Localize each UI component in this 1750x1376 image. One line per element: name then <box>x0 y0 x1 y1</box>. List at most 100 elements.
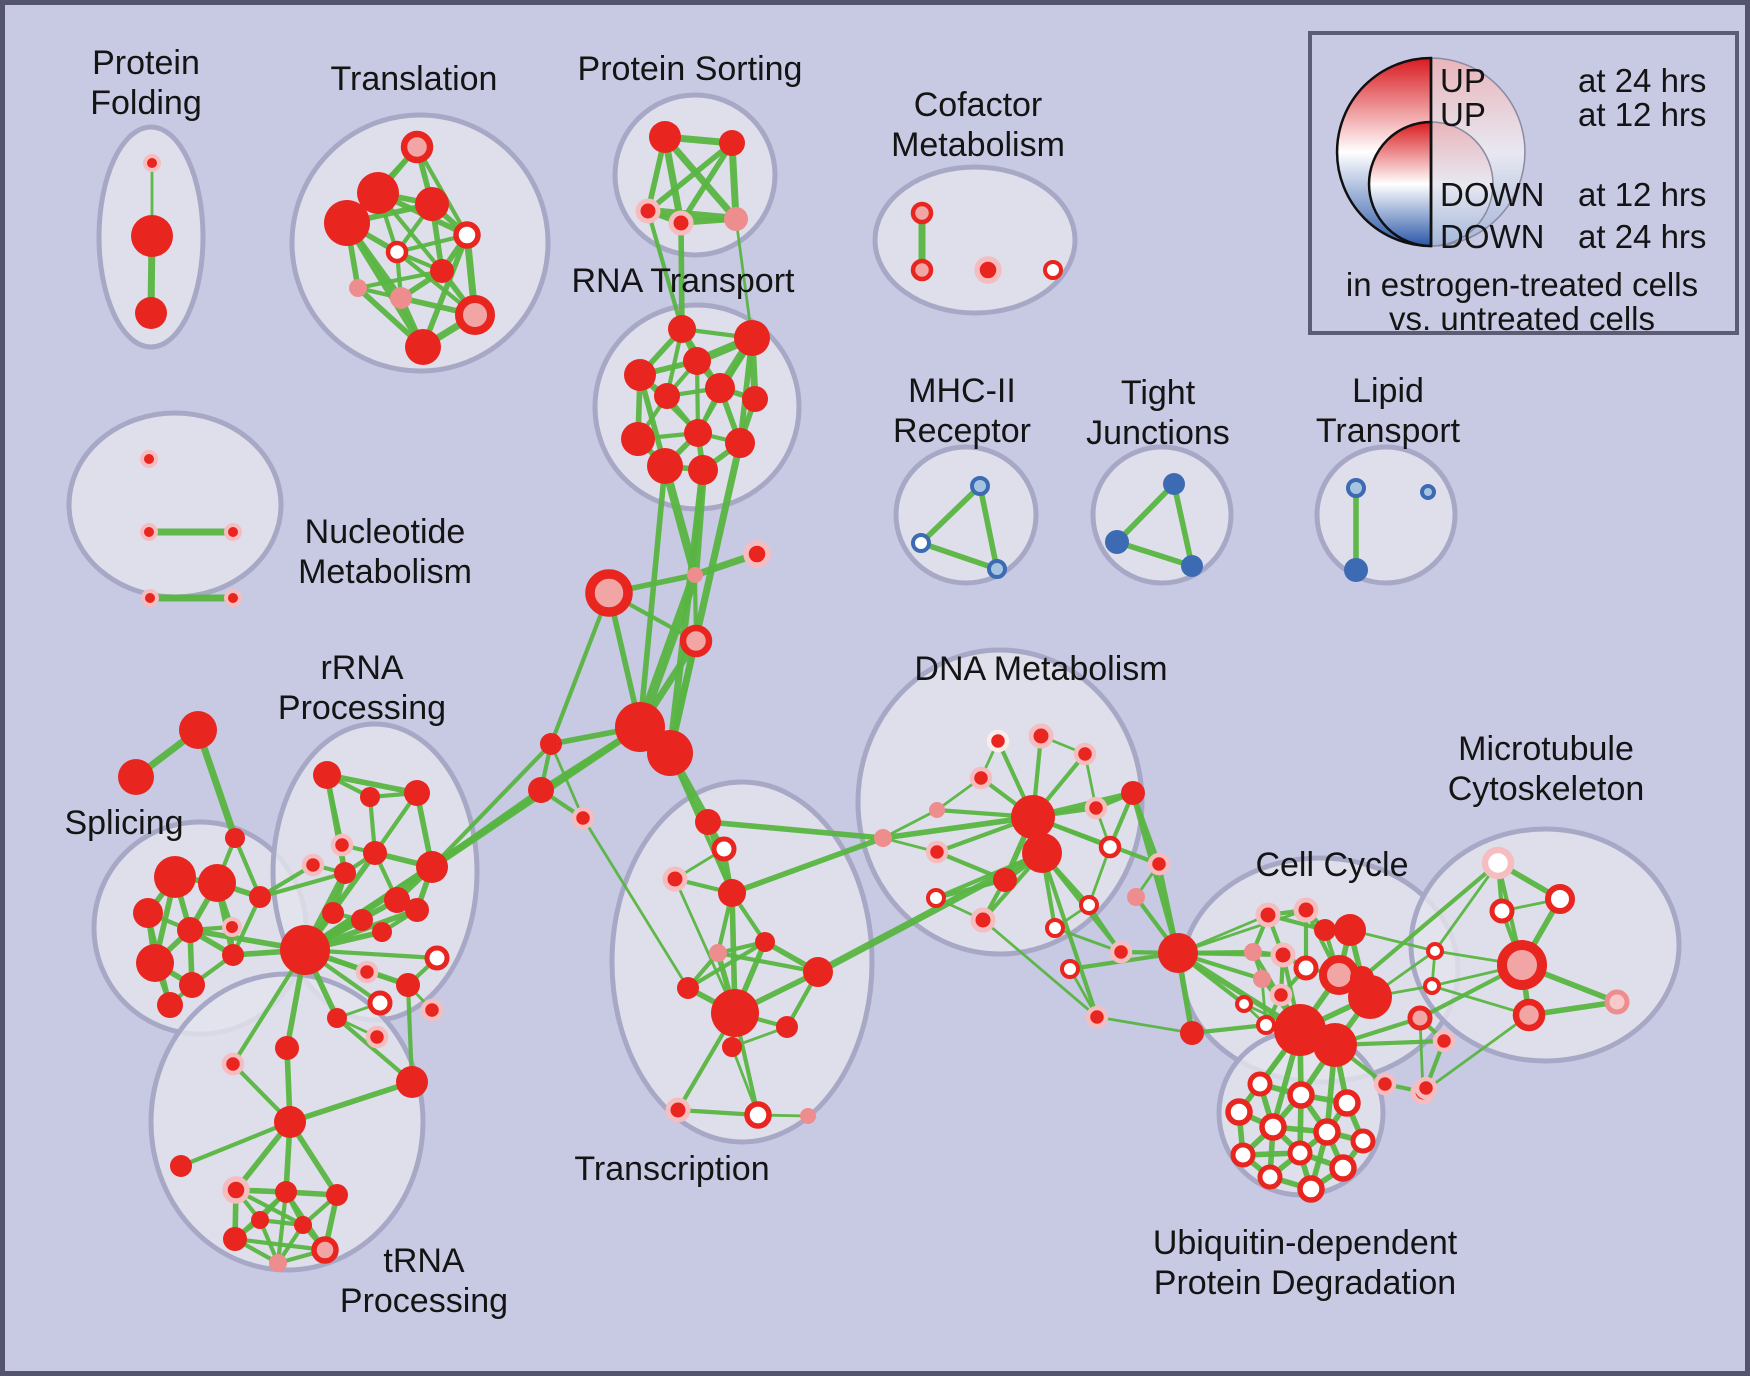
gene-node-tr6 <box>385 240 409 264</box>
gene-node-tr9 <box>390 287 412 309</box>
gene-node-mh2 <box>911 533 931 553</box>
nodes <box>118 121 1630 1272</box>
gene-node-mt10 <box>1432 1029 1456 1053</box>
edge <box>645 140 735 214</box>
gene-node-rr4 <box>330 833 354 857</box>
gene-node-pf2 <box>131 215 173 257</box>
gene-node-rt11 <box>647 448 683 484</box>
gene-node-cf1 <box>910 201 934 225</box>
edge <box>678 140 735 226</box>
cluster-label-cell-cycle: Cell Cycle <box>1255 846 1408 884</box>
cluster-label-tight-junctions: Tight <box>1121 374 1196 412</box>
edge <box>918 540 1000 572</box>
gene-node-dm11 <box>1084 796 1108 820</box>
gene-node-dm14 <box>926 888 946 908</box>
gene-node-rr12 <box>372 922 392 942</box>
edge <box>1430 984 1531 1017</box>
gene-node-cc11 <box>1235 995 1253 1013</box>
edge <box>729 835 886 896</box>
gene-node-cc4 <box>1334 914 1366 946</box>
edge <box>334 1015 415 1085</box>
gene-node-tg1 <box>179 711 217 749</box>
cluster-label-tight-junctions: Junctions <box>1086 414 1230 452</box>
gene-node-lt2 <box>1344 558 1368 582</box>
edge <box>977 483 1000 572</box>
gene-node-nm2 <box>140 523 158 541</box>
edge <box>405 982 415 1085</box>
gene-node-tr2 <box>357 172 399 214</box>
edge <box>1039 850 1100 1020</box>
cluster-label-transcription: Transcription <box>574 1150 769 1188</box>
gene-node-tc12 <box>722 1037 742 1057</box>
gene-node-ub2 <box>1287 1081 1315 1109</box>
edge <box>1433 861 1500 953</box>
edge <box>678 220 685 332</box>
gene-node-pf1 <box>143 154 161 172</box>
gene-node-rt6 <box>654 383 680 409</box>
edge <box>287 1079 415 1125</box>
gene-node-tj2 <box>1105 530 1129 554</box>
gene-node-sp1 <box>154 856 196 898</box>
cluster-label-nucleotide-metabolism: Nucleotide <box>305 513 466 551</box>
gene-node-rr9 <box>384 887 410 913</box>
cluster-label-microtubule-cytoskeleton: Microtubule <box>1458 730 1634 768</box>
edge <box>880 814 1036 841</box>
gene-node-rr20 <box>365 1025 389 1049</box>
edge <box>355 268 445 291</box>
legend-halfring-icon <box>1367 120 1433 248</box>
gene-node-tj3 <box>1181 555 1203 577</box>
cluster-label-ubiquitin-degradation: Protein Degradation <box>1154 1264 1456 1302</box>
gene-node-tc8 <box>677 977 699 999</box>
gene-node-rr2 <box>360 787 380 807</box>
cluster-bubble-tight-junctions <box>1090 444 1234 586</box>
gene-node-tc7 <box>709 944 727 962</box>
cluster-label-trna-processing: tRNA <box>383 1242 465 1280</box>
gene-node-tn1 <box>221 1052 245 1076</box>
cluster-bubble-cofactor-metabolism <box>872 164 1078 316</box>
gene-node-sp10 <box>157 992 183 1018</box>
cluster-label-protein-folding: Folding <box>90 84 202 122</box>
gene-node-cc15 <box>1274 1004 1326 1056</box>
legend: UP at 24 hrs UP at 12 hrs DOWN at 12 hrs DOWN a… <box>1308 31 1739 337</box>
edge <box>635 570 700 732</box>
gene-node-rt5 <box>705 373 735 403</box>
gene-node-mt5 <box>1423 977 1441 995</box>
gene-node-cc14 <box>1348 975 1392 1019</box>
gene-node-cn6 <box>679 624 713 658</box>
gene-node-rt9 <box>621 422 655 456</box>
gene-node-cn3 <box>585 569 633 617</box>
edge <box>734 217 754 340</box>
legend-box <box>1308 31 1739 335</box>
edge <box>637 463 668 730</box>
legend-time-label: at 24 hrs <box>1578 218 1706 255</box>
gene-node-ub8 <box>1230 1142 1256 1168</box>
cluster-label-lipid-transport: Lipid <box>1352 372 1424 410</box>
gene-node-cn9 <box>571 806 595 830</box>
gene-node-cc16 <box>1313 1023 1357 1067</box>
gene-node-rt1 <box>668 315 696 343</box>
legend-direction-label: UP <box>1440 62 1486 99</box>
gene-node-mt2 <box>1545 884 1575 914</box>
cluster-label-dna-metabolism: DNA Metabolism <box>914 650 1167 688</box>
gene-node-cc7 <box>1293 955 1319 981</box>
cluster-label-ubiquitin-degradation: Ubiquitin-dependent <box>1153 1224 1458 1262</box>
legend-halfring-icon <box>1430 121 1494 247</box>
gene-node-ub9 <box>1287 1140 1313 1166</box>
gene-node-rr14 <box>280 925 330 975</box>
gene-node-rt3 <box>683 347 711 375</box>
gene-node-tn7 <box>326 1184 348 1206</box>
gene-node-dm21 <box>1060 959 1080 979</box>
legend-time-label: at 12 hrs <box>1578 96 1706 133</box>
gene-node-nm5 <box>224 589 242 607</box>
edge <box>232 1236 328 1253</box>
cluster-label-protein-folding: Protein <box>92 44 200 82</box>
cluster-label-cofactor-metabolism: Metabolism <box>891 126 1065 164</box>
cluster-label-rna-transport: RNA Transport <box>572 262 796 300</box>
gene-node-dm4 <box>969 766 993 790</box>
gene-node-mt7 <box>1512 998 1546 1032</box>
gene-node-ps4 <box>668 210 694 236</box>
gene-node-nm4 <box>141 589 159 607</box>
gene-node-tn10 <box>269 1254 287 1272</box>
edge <box>981 918 1099 1019</box>
